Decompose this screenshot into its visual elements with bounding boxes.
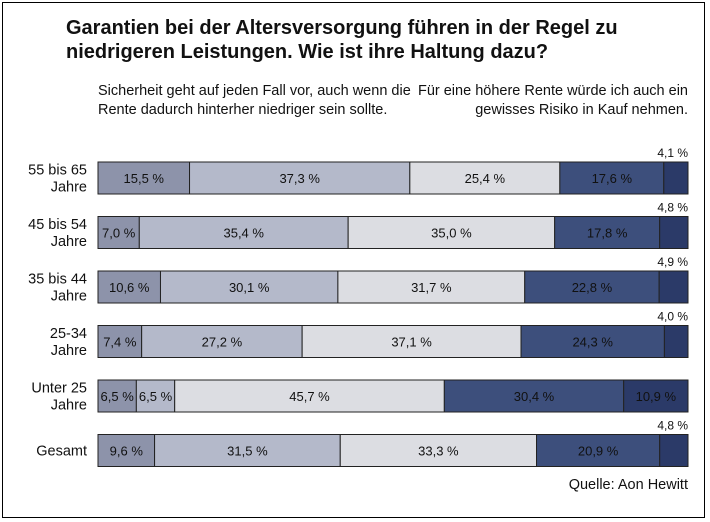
data-label: 30,4 % bbox=[514, 389, 555, 404]
chart-title: Garantien bei der Altersversorgung führe… bbox=[66, 17, 618, 63]
category-label: Gesamt bbox=[36, 444, 87, 460]
bar-segment bbox=[623, 379, 689, 413]
bar-segment bbox=[658, 270, 689, 304]
category-label: Unter 25 Jahre bbox=[31, 381, 87, 414]
data-label: 7,0 % bbox=[102, 226, 136, 241]
bar-segment bbox=[97, 379, 137, 413]
bar-segment bbox=[663, 325, 689, 358]
category-label-line: Unter 25 bbox=[31, 381, 87, 397]
bar-segment bbox=[97, 216, 140, 249]
data-label: 10,9 % bbox=[636, 389, 677, 404]
chart-frame: Garantien bei der Altersversorgung führe… bbox=[2, 2, 705, 518]
data-label: 35,0 % bbox=[431, 226, 472, 241]
category-label: 25-34 Jahre bbox=[50, 326, 87, 359]
bar-segment bbox=[536, 434, 661, 467]
data-label: 30,1 % bbox=[229, 280, 270, 295]
data-label: 17,6 % bbox=[592, 171, 633, 186]
source-note: Quelle: Aon Hewitt bbox=[568, 477, 688, 493]
category-label-line: Jahre bbox=[51, 343, 87, 359]
data-label: 4,8 % bbox=[657, 201, 688, 215]
category-label-line: Jahre bbox=[51, 234, 87, 250]
bar-segment bbox=[174, 379, 445, 413]
data-label: 35,4 % bbox=[223, 226, 264, 241]
bar-segment bbox=[659, 216, 689, 249]
category-label: 35 bis 44 Jahre bbox=[28, 272, 87, 305]
data-label: 31,7 % bbox=[411, 280, 452, 295]
bar-segment bbox=[159, 270, 339, 304]
category-label-line: 45 bis 54 bbox=[28, 217, 87, 233]
data-label: 27,2 % bbox=[202, 335, 243, 350]
data-label: 10,6 % bbox=[109, 280, 150, 295]
bar-segment bbox=[97, 270, 161, 304]
data-label: 4,8 % bbox=[657, 419, 688, 433]
bar-segment bbox=[347, 216, 556, 249]
data-label: 4,1 % bbox=[657, 146, 688, 160]
category-label-line: 55 bis 65 bbox=[28, 163, 87, 179]
bar-segment bbox=[659, 434, 689, 467]
bar-segment bbox=[301, 325, 522, 358]
data-label: 17,8 % bbox=[587, 226, 628, 241]
category-label-line: 35 bis 44 bbox=[28, 272, 87, 288]
category-label-line: Jahre bbox=[51, 180, 87, 196]
bar-segment bbox=[554, 216, 661, 249]
category-label-line: 25-34 bbox=[50, 326, 87, 342]
data-label: 25,4 % bbox=[465, 171, 506, 186]
data-label: 22,8 % bbox=[572, 280, 613, 295]
bar-segment bbox=[337, 270, 526, 304]
note-safety-first: Sicherheit geht auf jeden Fall vor, auch… bbox=[98, 83, 411, 118]
bar-segment bbox=[524, 270, 660, 304]
data-label: 4,9 % bbox=[657, 255, 688, 269]
bar-segment bbox=[663, 161, 689, 195]
data-label: 24,3 % bbox=[572, 335, 613, 350]
bar-segment bbox=[339, 434, 538, 467]
bar-segment bbox=[559, 161, 665, 195]
category-label-line: Gesamt bbox=[36, 444, 87, 460]
category-label-line: Jahre bbox=[51, 289, 87, 305]
data-label: 6,5 % bbox=[139, 389, 173, 404]
data-label: 4,0 % bbox=[657, 310, 688, 324]
bar-segment bbox=[189, 161, 411, 195]
bar-segment bbox=[141, 325, 303, 358]
data-label: 7,4 % bbox=[103, 335, 137, 350]
data-label: 20,9 % bbox=[578, 444, 619, 459]
data-label: 37,3 % bbox=[279, 171, 320, 186]
data-label: 31,5 % bbox=[227, 444, 268, 459]
category-label: 45 bis 54 Jahre bbox=[28, 217, 87, 250]
bar-segment bbox=[409, 161, 561, 195]
bar-segment bbox=[520, 325, 665, 358]
category-label: 55 bis 65 Jahre bbox=[28, 163, 87, 196]
data-label: 15,5 % bbox=[124, 171, 165, 186]
data-label: 9,6 % bbox=[110, 444, 144, 459]
bar-segment bbox=[138, 216, 349, 249]
data-label: 37,1 % bbox=[391, 335, 432, 350]
note-accept-risk: Für eine höhere Rente würde ich auch ein… bbox=[417, 83, 688, 118]
bar-segment bbox=[97, 325, 143, 358]
data-label: 33,3 % bbox=[418, 444, 459, 459]
bar-segment bbox=[135, 379, 176, 413]
bar-segment bbox=[443, 379, 625, 413]
data-label: 6,5 % bbox=[101, 389, 135, 404]
data-label: 45,7 % bbox=[289, 389, 330, 404]
category-label-line: Jahre bbox=[51, 398, 87, 414]
